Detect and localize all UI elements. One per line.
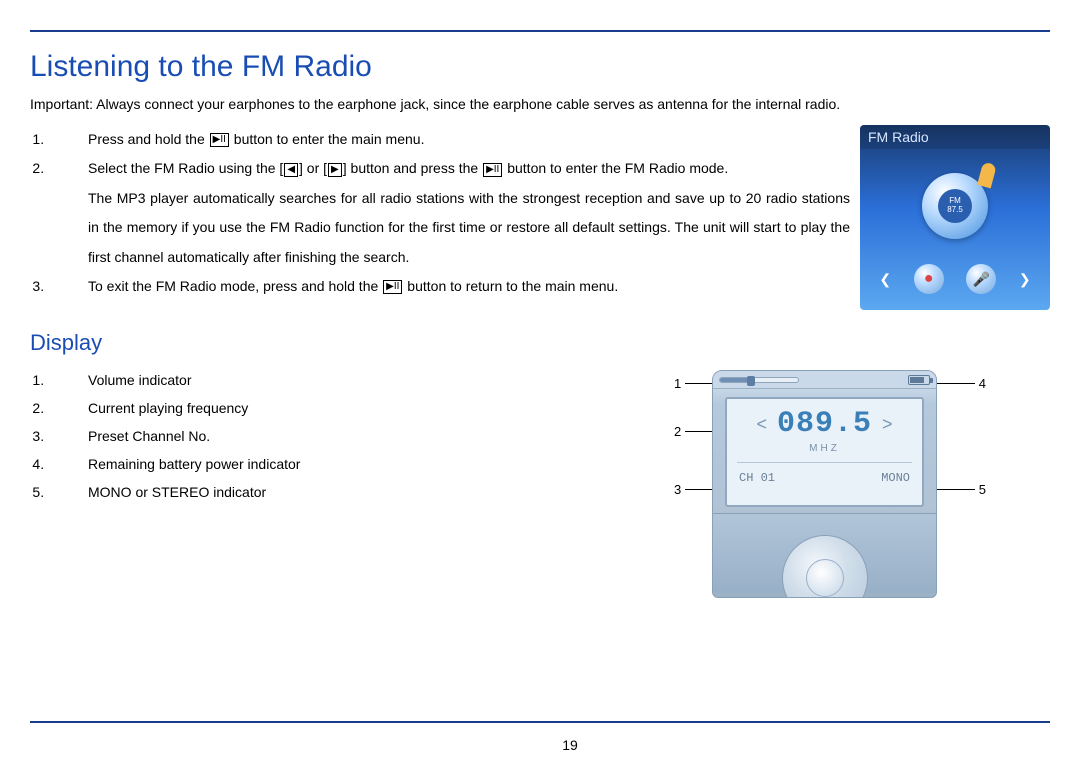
- play-pause-icon: ▶II: [210, 133, 229, 147]
- instructions-row: Press and hold the ▶II button to enter t…: [30, 125, 1050, 310]
- display-subtitle: Display: [30, 330, 1050, 356]
- play-pause-icon: ▶II: [383, 280, 402, 294]
- fm-inner-label: FM 87.5: [938, 189, 972, 223]
- fm-radio-bubble: FM 87.5: [922, 173, 988, 239]
- device-body: < 089.5 > MHZ CH 01 MONO: [712, 370, 937, 598]
- top-rule: [30, 30, 1050, 32]
- legend-item-4: Remaining battery power indicator: [48, 450, 610, 478]
- callout-5: 5: [933, 482, 990, 497]
- instructions-block: Press and hold the ▶II button to enter t…: [30, 125, 850, 310]
- frequency-row: < 089.5 >: [727, 407, 922, 441]
- bottom-rule: [30, 721, 1050, 723]
- menu-screenshot: FM Radio FM 87.5 ❮ ● 🎤 ❯: [860, 125, 1050, 310]
- click-wheel: [782, 535, 868, 598]
- legend-item-5: MONO or STEREO indicator: [48, 478, 610, 506]
- menu-bottom-row: ❮ ● 🎤 ❯: [860, 264, 1050, 294]
- legend-item-2: Current playing frequency: [48, 394, 610, 422]
- status-bar: [713, 371, 936, 389]
- step-2: Select the FM Radio using the [◀] or [▶]…: [48, 154, 850, 272]
- step-3: To exit the FM Radio mode, press and hol…: [48, 272, 850, 301]
- lcd-screen: < 089.5 > MHZ CH 01 MONO: [725, 397, 924, 507]
- volume-indicator: [719, 377, 799, 383]
- legend-item-3: Preset Channel No.: [48, 422, 610, 450]
- frequency-value: 089.5: [777, 407, 872, 441]
- screen-divider: [737, 462, 912, 463]
- prev-arrow-icon: ❮: [879, 271, 891, 288]
- step-2-continuation: The MP3 player automatically searches fo…: [88, 184, 850, 272]
- display-legend: Volume indicator Current playing frequen…: [30, 366, 610, 600]
- stereo-mode: MONO: [881, 471, 910, 485]
- legend-item-1: Volume indicator: [48, 366, 610, 394]
- freq-left-icon: <: [756, 414, 767, 435]
- play-pause-icon: ▶II: [483, 163, 502, 177]
- music-bubble-icon: ●: [914, 264, 944, 294]
- channel-number: CH 01: [739, 471, 775, 485]
- radio-display-diagram: 1 2 3 4 5 < 089.5 >: [670, 370, 990, 600]
- control-area: [713, 513, 936, 593]
- mic-bubble-icon: 🎤: [966, 264, 996, 294]
- antenna-icon: [977, 162, 997, 189]
- page-number: 19: [30, 737, 1080, 753]
- display-row: Volume indicator Current playing frequen…: [30, 366, 1050, 600]
- manual-page: Listening to the FM Radio Important: Alw…: [0, 0, 1080, 600]
- right-icon: ▶: [328, 163, 342, 177]
- next-arrow-icon: ❯: [1019, 271, 1031, 288]
- section-title: Listening to the FM Radio: [30, 50, 1050, 84]
- frequency-unit: MHZ: [727, 443, 922, 454]
- step-1: Press and hold the ▶II button to enter t…: [48, 125, 850, 154]
- important-note: Important: Always connect your earphones…: [30, 94, 1050, 115]
- battery-icon: [908, 375, 930, 385]
- callout-4: 4: [933, 376, 990, 391]
- left-icon: ◀: [284, 163, 298, 177]
- channel-row: CH 01 MONO: [727, 471, 922, 485]
- freq-right-icon: >: [882, 414, 893, 435]
- menu-header: FM Radio: [860, 125, 1050, 149]
